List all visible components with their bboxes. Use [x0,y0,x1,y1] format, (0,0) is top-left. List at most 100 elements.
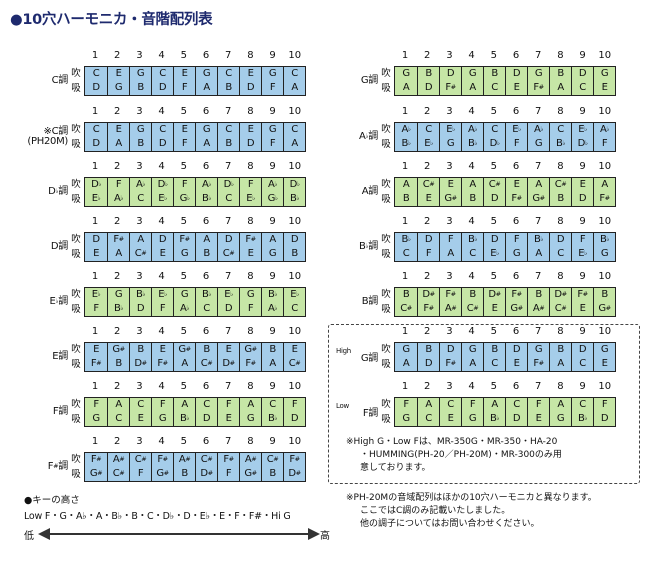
hole-number: 5 [180,106,187,117]
blow-note-cell: E♭ [505,123,527,137]
hole-number: 10 [598,271,612,282]
draw-note-cell: B [129,137,151,151]
key-label: A♭調 [358,131,378,142]
blow-note-cell: E [107,67,129,81]
draw-note-cell: D♭ [571,137,593,151]
draw-note-cell: E♭ [151,192,173,206]
hole-number: 4 [158,216,165,227]
blow-note-cell: F [593,398,615,412]
blow-note-cell: B♭ [461,233,483,247]
hole-number: 7 [225,271,232,282]
hole-number: 7 [535,161,542,172]
high-low-note-3: 意しております。 [360,463,431,473]
hole-number: 5 [490,381,497,392]
blow-note-cell: C [283,123,305,137]
hole-number: 2 [424,381,431,392]
draw-note-cell: F [129,467,151,481]
hole-number: 6 [202,106,210,117]
blow-note-cell: F [107,178,129,192]
draw-note-cell: F [93,303,99,314]
hole-number: 9 [579,326,586,337]
hole-number: 1 [401,326,409,337]
hole-number: 2 [114,161,121,172]
hole-number: 6 [512,50,520,61]
hole-number: 8 [247,161,254,172]
hole-number: 3 [136,381,143,392]
hole-number: 4 [468,50,475,61]
note-grid: F# A# C# F# A# C# F# A# C# F# G# C# F G# B D# F G# B D# [84,452,306,482]
hole-number: 1 [401,50,409,61]
hole-number: 2 [424,216,431,227]
blow-note-cell: A [195,233,217,247]
draw-note-cell: C [195,302,217,316]
draw-note-cell: C [129,192,151,206]
key-label: F#調 [47,461,69,472]
blow-note-cell: G [402,68,410,79]
blow-note-cell: C [439,398,461,412]
hole-number: 3 [446,50,453,61]
hole-number: 10 [598,161,612,172]
hole-number: 5 [490,50,497,61]
hole-number: 5 [490,106,497,117]
high-low-note-1: ※High G・Low Fは、MR-350G・MR-350・HA-20 [346,437,558,447]
blow-note-cell: F [283,398,305,412]
hole-number: 4 [468,161,475,172]
hole-number: 7 [225,161,232,172]
blow-note-cell: F# [173,233,195,247]
hole-number: 5 [490,326,497,337]
draw-note-cell: G [439,137,461,151]
draw-note-cell: G [92,413,100,424]
hole-number: 5 [490,161,497,172]
blow-note-cell: C [417,123,439,137]
draw-note-cell: E [417,192,439,206]
blow-note-cell: D [571,343,593,357]
hole-number: 10 [598,106,612,117]
draw-note-cell: B [261,467,283,481]
blow-note-cell: F# [107,233,129,247]
blow-note-cell: D [549,233,571,247]
draw-note-cell: E [593,357,615,371]
blow-note-cell: F# [571,288,593,302]
hole-number: 7 [225,436,232,447]
draw-note-cell: F# [505,192,527,206]
draw-note-cell: D# [129,357,151,371]
hole-number: 3 [446,216,453,227]
blow-note-cell: E [283,343,305,357]
draw-note-cell: E [439,412,461,426]
blow-note-cell: C [483,123,505,137]
blow-note-cell: E [173,123,195,137]
hole-number: 8 [557,106,564,117]
blow-note-cell: B [483,67,505,81]
draw-note-cell: A [195,137,217,151]
note-grid: D♭ F A♭ D♭ F A♭ D♭ F A♭ D♭ E♭ A♭ C E♭ G♭ B♭ C E♭ G♭ B♭ [84,177,306,207]
blow-note-cell: D# [483,288,505,302]
blow-note-cell: D [505,343,527,357]
hole-number: 1 [91,106,99,117]
blow-note-cell: F [93,399,99,410]
hole-number: 6 [512,326,520,337]
hole-number: 4 [158,436,165,447]
blow-note-cell: F# [283,453,305,467]
key-label: F調 [52,406,68,417]
draw-note-cell: D [283,412,305,426]
blow-note-cell: C# [417,178,439,192]
draw-note-cell: D [151,137,173,151]
hole-number: 1 [91,436,99,447]
draw-note-cell: G [107,81,129,95]
blow-note-cell: D# [549,288,571,302]
hole-number: 7 [535,216,542,227]
blow-note-cell: G [129,67,151,81]
draw-note-cell: A [283,81,305,95]
draw-note-cell: D [571,192,593,206]
draw-note-cell: B♭ [195,192,217,206]
hole-number: 6 [512,161,520,172]
blow-note-cell: D [92,234,100,245]
draw-note-cell: G [173,247,195,261]
hole-number: 4 [158,326,165,337]
note-grid: A♭ C E♭ A♭ C E♭ A♭ C E♭ A♭ B♭ E♭ G B♭ D♭ F G B♭ D♭ F [394,122,616,152]
hole-number: 8 [247,216,254,227]
blow-note-cell: D [439,343,461,357]
draw-note-cell: G [239,412,261,426]
draw-note-cell: D [217,302,239,316]
draw-note-cell: G [151,412,173,426]
